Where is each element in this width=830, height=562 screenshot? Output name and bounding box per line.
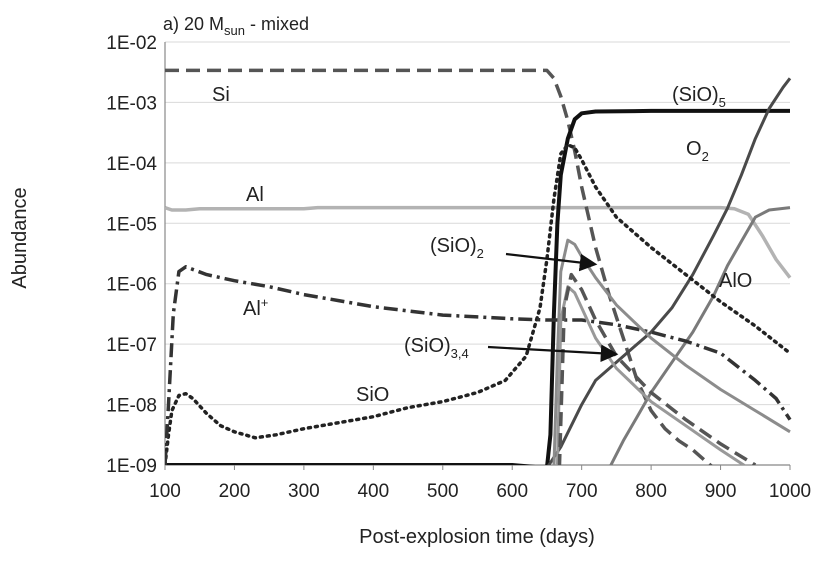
series-line--sio-3-4-dashed [557, 272, 757, 465]
label-o2: O2 [686, 138, 709, 164]
series-line-al- [165, 265, 792, 465]
y-tick-label: 1E-02 [106, 33, 157, 54]
x-axis-label: Post-explosion time (days) [359, 526, 595, 548]
arrow-sio2 [505, 252, 598, 272]
y-tick-label: 1E-06 [106, 275, 157, 296]
y-tick-label: 1E-04 [106, 154, 157, 175]
arrow-sio34 [487, 344, 619, 363]
y-axis-label: Abundance [9, 187, 31, 288]
x-tick-label: 100 [149, 481, 181, 502]
series-line-o2 [547, 77, 792, 465]
label-sio5: (SiO)5 [672, 84, 726, 110]
series-line--sio-2 [552, 238, 791, 465]
y-tick-label: 1E-03 [106, 93, 157, 114]
series-lines [165, 68, 792, 465]
label-si: Si [212, 84, 230, 106]
y-tick-label: 1E-08 [106, 396, 157, 417]
label-alo: AlO [719, 270, 752, 292]
series-line-alo [609, 206, 791, 465]
x-tick-label: 700 [566, 481, 598, 502]
y-tick-label: 1E-07 [106, 335, 157, 356]
series-line-si [165, 68, 713, 465]
label-al-plus: Al+ [243, 295, 268, 320]
label-al: Al [246, 184, 264, 206]
x-tick-label: 600 [496, 481, 528, 502]
x-tick-label: 900 [705, 481, 737, 502]
label-sio34: (SiO)3,4 [404, 335, 469, 361]
x-tick-label: 200 [219, 481, 251, 502]
grid-lines [165, 41, 790, 466]
series-line--sio-5 [165, 108, 790, 465]
series-line-sio [165, 142, 792, 465]
label-sio2: (SiO)2 [430, 235, 484, 261]
y-tick-label: 1E-05 [106, 214, 157, 235]
x-tick-label: 400 [357, 481, 389, 502]
x-tick-label: 500 [427, 481, 459, 502]
x-tick-label: 1000 [769, 481, 811, 502]
tick-labels: 1E-02 1E-03 1E-04 1E-05 1E-06 1E-07 1E-08 1E-09… [106, 33, 811, 502]
x-tick-label: 800 [635, 481, 667, 502]
chart-title: a) 20 Msun - mixed [163, 14, 309, 38]
label-sio: SiO [356, 384, 389, 406]
y-tick-label: 1E-09 [106, 456, 157, 477]
series-line--sio-3-4 [555, 285, 747, 465]
x-tick-label: 300 [288, 481, 320, 502]
